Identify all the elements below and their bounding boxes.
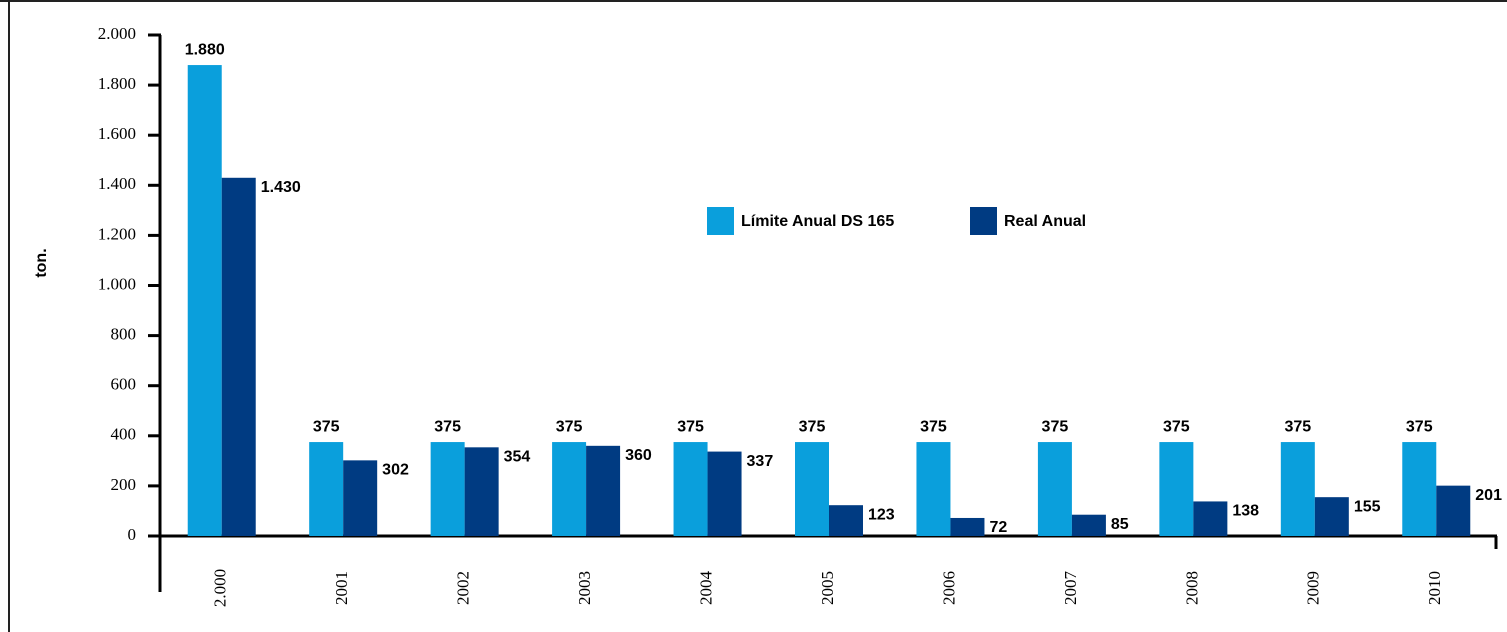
y-tick-label: 1.800 <box>98 74 136 93</box>
x-tick-label: 2007 <box>1061 571 1080 606</box>
x-tick-label: 2002 <box>454 571 473 605</box>
bar <box>1280 442 1315 536</box>
bar <box>309 442 344 536</box>
data-label: 375 <box>1163 418 1190 435</box>
bar <box>1436 485 1471 536</box>
data-label: 375 <box>799 418 826 435</box>
y-tick-label: 600 <box>111 375 137 394</box>
x-tick-label: 2009 <box>1304 571 1323 605</box>
y-tick-label: 200 <box>111 475 137 494</box>
bar <box>430 442 465 536</box>
x-tick-label: 2005 <box>818 571 837 605</box>
data-label: 375 <box>920 418 947 435</box>
y-tick-label: 0 <box>128 525 137 544</box>
y-tick-label: 800 <box>111 325 137 344</box>
bar <box>1071 514 1106 536</box>
data-label: 72 <box>989 519 1007 536</box>
legend-swatch <box>707 207 734 235</box>
bar <box>221 177 256 536</box>
bar <box>1193 501 1228 536</box>
x-tick-label: 2006 <box>939 571 958 605</box>
y-axis-label: ton. <box>33 248 50 277</box>
y-tick-label: 2.000 <box>98 24 136 43</box>
bar <box>829 505 863 536</box>
data-label: 138 <box>1232 503 1259 520</box>
data-label: 302 <box>382 462 409 479</box>
bar <box>187 65 222 536</box>
data-label: 354 <box>504 449 531 466</box>
data-label: 375 <box>1042 418 1069 435</box>
legend-swatch <box>970 207 997 235</box>
data-label: 375 <box>1406 418 1433 435</box>
bar <box>1159 442 1194 536</box>
y-tick-label: 1.400 <box>98 174 136 193</box>
y-tick-label: 400 <box>111 425 137 444</box>
bar <box>586 445 621 536</box>
bar <box>795 442 829 536</box>
x-tick-label: 2003 <box>575 571 594 605</box>
bar <box>950 517 985 536</box>
bar <box>1402 442 1437 536</box>
data-label: 155 <box>1354 498 1381 515</box>
data-label: 1.430 <box>261 179 301 196</box>
data-label: 1.880 <box>185 41 225 58</box>
data-label: 375 <box>1284 418 1311 435</box>
y-tick-label: 1.000 <box>98 274 136 293</box>
bar <box>1037 442 1072 536</box>
x-tick-label: 2010 <box>1425 571 1444 605</box>
data-label: 375 <box>313 418 340 435</box>
data-label: 375 <box>556 418 583 435</box>
bar <box>464 447 499 536</box>
bar <box>707 451 742 536</box>
bar <box>343 460 378 536</box>
x-tick-label: 2.000 <box>211 569 230 607</box>
y-tick-label: 1.600 <box>98 124 136 143</box>
legend-label: Límite Anual DS 165 <box>741 213 894 230</box>
bar <box>916 442 951 536</box>
bar <box>1314 497 1349 536</box>
data-label: 201 <box>1475 487 1502 504</box>
y-tick-label: 1.200 <box>98 224 136 243</box>
x-tick-label: 2008 <box>1182 571 1201 605</box>
x-tick-label: 2001 <box>332 571 351 605</box>
data-label: 360 <box>625 447 652 464</box>
bar <box>673 442 708 536</box>
data-label: 337 <box>747 453 774 470</box>
data-label: 123 <box>868 506 895 523</box>
legend-label: Real Anual <box>1004 213 1086 230</box>
data-label: 85 <box>1111 516 1129 533</box>
data-label: 375 <box>434 418 461 435</box>
x-tick-label: 2004 <box>696 571 715 606</box>
bar <box>552 442 587 536</box>
data-label: 375 <box>677 418 704 435</box>
